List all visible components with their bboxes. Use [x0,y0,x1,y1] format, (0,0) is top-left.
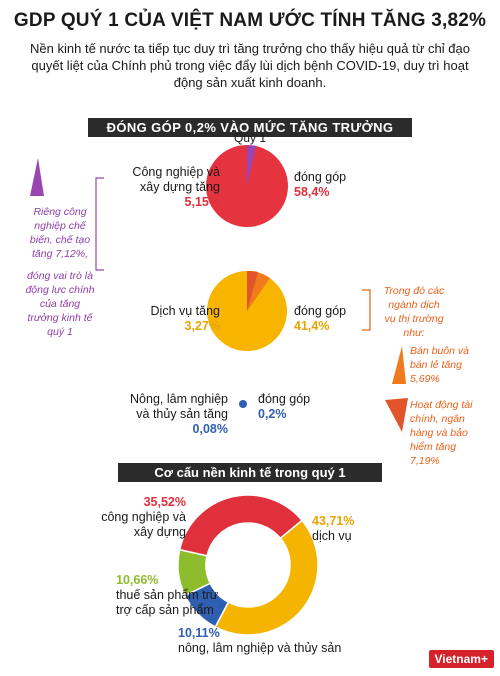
donut-label-services: 43,71% dịch vụ [312,514,355,543]
donut-slice-services [214,519,319,636]
retail-note: Bán buôn và bán lẻ tăng 5,69% [410,345,469,385]
industry-label: Công nghiệp và xây dựng tăng 5,15% [132,165,220,209]
donut-slice-tax [177,548,212,597]
left-bracket [95,177,104,271]
right-bracket [362,289,371,331]
agri-contribution: đóng góp 0,2% [258,392,311,421]
services-finance-wedge [247,270,258,311]
donut-label-tax: 10,66% thuế sản phẩm trừ trợ cấp sản phẩ… [116,573,219,617]
manufacturing-note: Riêng công nghiệp chế biến, chế tạo tăng… [25,206,95,338]
section-banner-structure: Cơ cấu nền kinh tế trong quý 1 [118,463,382,482]
manufacturing-callout-wedge [30,158,44,196]
quarter-label: Quý 1 [233,131,266,145]
donut-label-industry: 35,52% công nghiệp và xây dựng [101,495,186,539]
structure-donut-chart [177,494,319,636]
page-title: GDP QUÝ 1 CỦA VIỆT NAM ƯỚC TÍNH TĂNG 3,8… [13,10,487,31]
industry-contribution: đóng góp 58,4% [294,170,347,199]
donut-label-agri: 10,11% nông, lâm nghiệp và thủy sản [178,626,342,655]
donut-slice-industry [178,494,304,557]
finance-callout-wedge [385,398,408,432]
services-label: Dịch vụ tăng 3,27% [150,304,220,333]
services-contribution: đóng góp 41,4% [294,304,347,333]
retail-callout-wedge [392,346,406,384]
agri-label: Nông, lâm nghiệp và thủy sản tăng 0,08% [130,392,228,436]
industry-manufacturing-wedge [247,145,256,186]
market-services-note: Trong đó các ngành dịch vụ thị trường nh… [383,285,445,339]
vietnamplus-logo: Vietnam+ [428,650,494,668]
finance-note: Hoạt động tài chính, ngân hàng và bảo hi… [410,399,473,467]
lead-paragraph: Nền kinh tế nước ta tiếp tục duy trì tăn… [30,41,470,90]
agri-bubble [239,400,247,408]
